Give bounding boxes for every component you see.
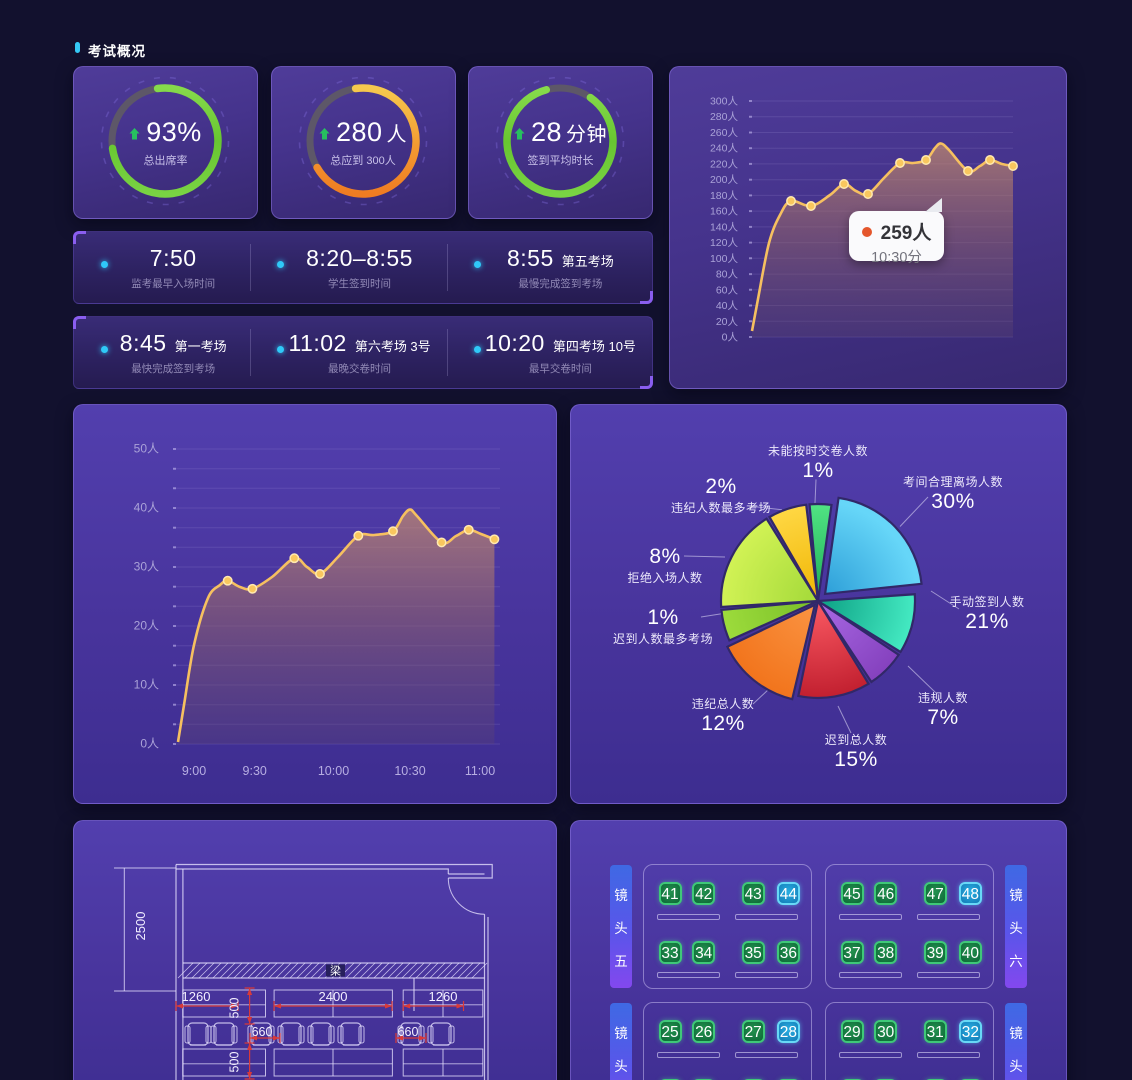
svg-text:120人: 120人 [710, 237, 739, 249]
svg-text:300人: 300人 [710, 96, 739, 108]
svg-text:260人: 260人 [710, 127, 739, 139]
svg-text:9:30: 9:30 [243, 764, 267, 778]
svg-text:20人: 20人 [134, 619, 159, 633]
svg-text:280人: 280人 [710, 111, 739, 123]
svg-text:9:00: 9:00 [182, 764, 206, 778]
svg-text:180人: 180人 [710, 190, 739, 202]
svg-text:500: 500 [228, 998, 242, 1019]
svg-text:200人: 200人 [710, 174, 739, 186]
svg-text:0人: 0人 [140, 737, 159, 751]
svg-text:240人: 240人 [710, 143, 739, 155]
svg-text:梁: 梁 [330, 964, 341, 978]
svg-text:40人: 40人 [716, 300, 739, 312]
svg-text:30人: 30人 [134, 560, 159, 574]
svg-text:60人: 60人 [716, 284, 739, 296]
svg-text:11:00: 11:00 [465, 764, 495, 778]
svg-text:160人: 160人 [710, 206, 739, 218]
svg-text:10人: 10人 [134, 678, 159, 692]
svg-text:0人: 0人 [722, 332, 739, 344]
svg-text:140人: 140人 [710, 221, 739, 233]
svg-text:660: 660 [398, 1025, 419, 1039]
svg-text:20人: 20人 [716, 316, 739, 328]
svg-text:100人: 100人 [710, 253, 739, 265]
svg-text:1260: 1260 [429, 989, 458, 1004]
svg-text:1260: 1260 [182, 989, 211, 1004]
svg-text:10:00: 10:00 [318, 764, 349, 778]
svg-text:2500: 2500 [133, 912, 148, 941]
svg-text:10:30: 10:30 [394, 764, 425, 778]
svg-text:80人: 80人 [716, 269, 739, 281]
svg-text:220人: 220人 [710, 158, 739, 170]
svg-text:40人: 40人 [134, 501, 159, 515]
svg-text:50人: 50人 [134, 442, 159, 456]
svg-text:2400: 2400 [319, 989, 348, 1004]
svg-text:660: 660 [252, 1025, 273, 1039]
svg-text:500: 500 [228, 1052, 242, 1073]
